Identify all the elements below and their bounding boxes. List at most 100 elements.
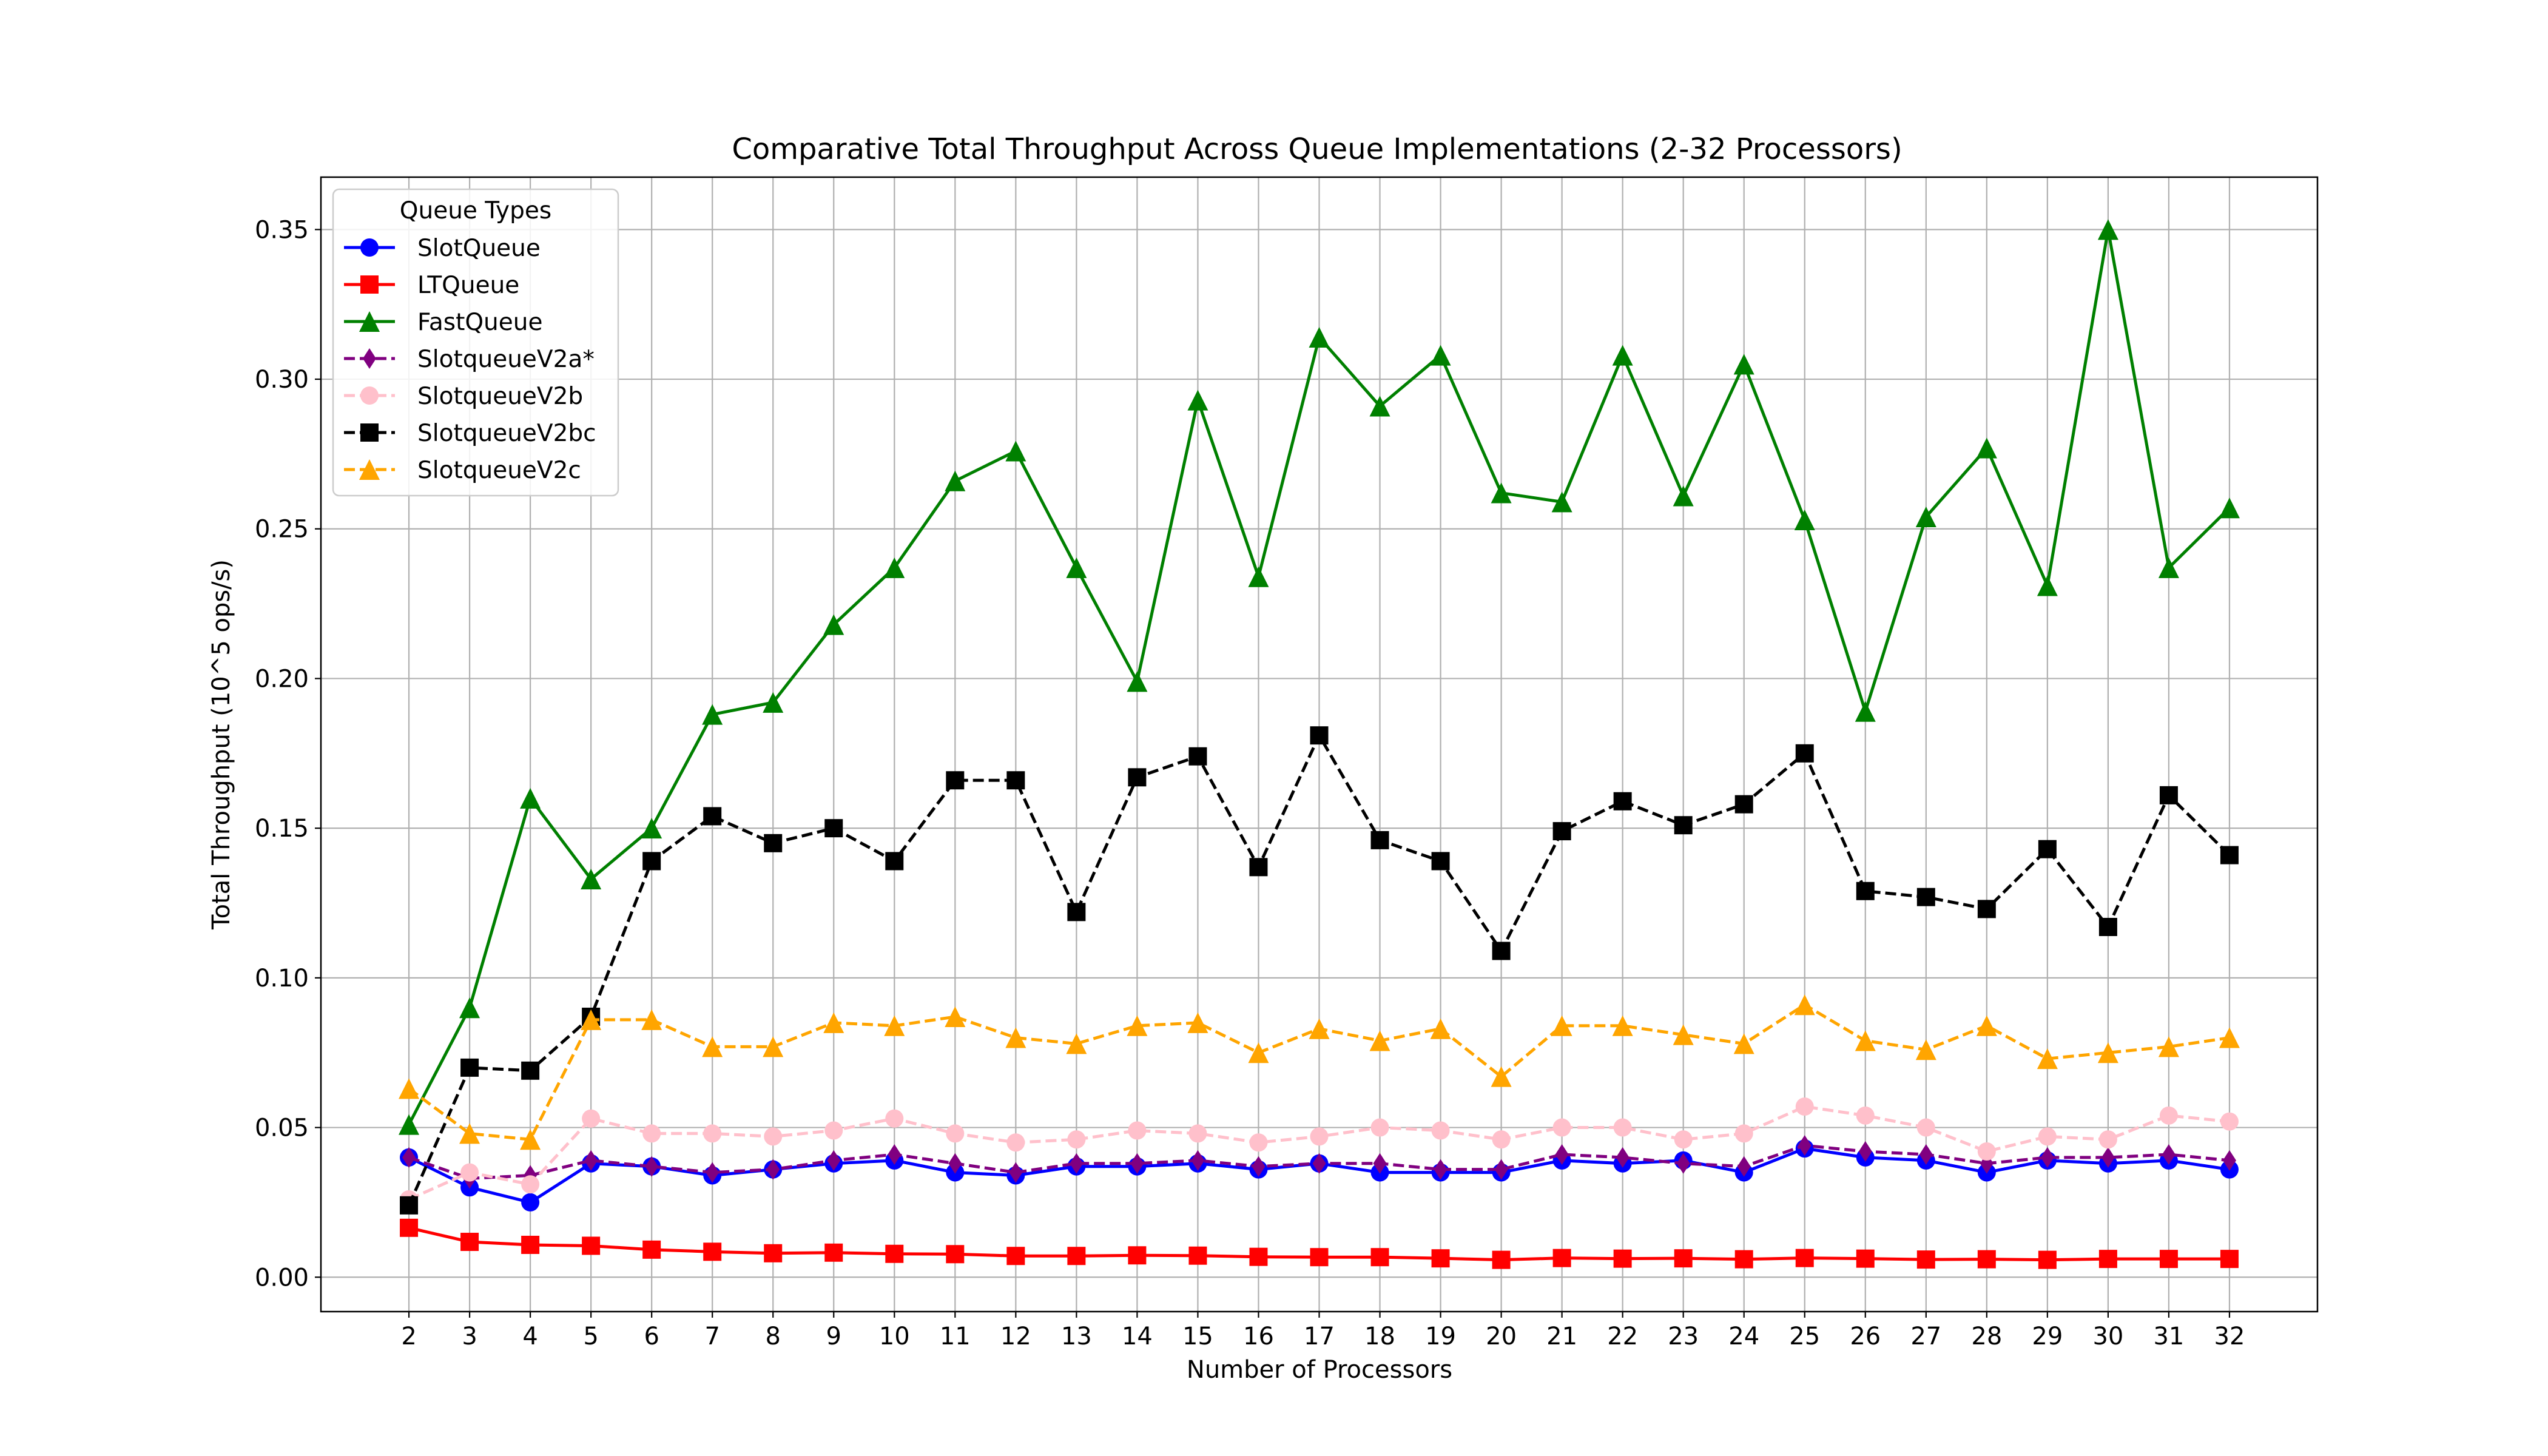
legend-entries: SlotQueue LTQueue FastQueue SlotqueueV2a* Sl… xyxy=(344,235,596,484)
data-point xyxy=(1977,1250,1996,1269)
data-point xyxy=(1492,1130,1511,1149)
x-tick-label: 12 xyxy=(1000,1323,1031,1350)
data-point xyxy=(1188,747,1207,766)
x-tick-label: 3 xyxy=(462,1323,477,1350)
legend-label: SlotqueueV2bc xyxy=(417,420,596,447)
data-point xyxy=(2219,497,2240,519)
data-point xyxy=(1734,1124,1753,1143)
data-point xyxy=(1976,1015,1997,1036)
data-point xyxy=(1252,1156,1266,1177)
x-tick-label: 23 xyxy=(1668,1323,1699,1350)
data-point xyxy=(884,1015,905,1036)
legend-label: SlotqueueV2c xyxy=(417,457,581,484)
data-point xyxy=(2101,1147,2115,1168)
data-point xyxy=(1249,858,1268,877)
x-tick-label: 25 xyxy=(1789,1323,1820,1350)
data-point xyxy=(1919,1144,1933,1165)
legend-marker xyxy=(360,386,379,405)
data-point xyxy=(703,1242,722,1261)
data-point xyxy=(703,1124,722,1143)
data-point xyxy=(1491,482,1512,504)
data-point xyxy=(1794,994,1815,1016)
data-point xyxy=(1552,822,1571,841)
data-point xyxy=(1127,671,1148,692)
data-point xyxy=(823,614,844,635)
data-point xyxy=(2159,1250,2178,1269)
x-tick-label: 30 xyxy=(2092,1323,2123,1350)
data-point xyxy=(1370,831,1389,849)
y-tick-label: 0.30 xyxy=(255,366,309,394)
x-tick-label: 6 xyxy=(644,1323,659,1350)
data-point xyxy=(521,1175,540,1194)
data-point xyxy=(1431,1121,1450,1140)
legend-entry: SlotqueueV2c xyxy=(344,457,581,484)
data-point xyxy=(763,1036,784,1057)
data-point xyxy=(399,1078,420,1099)
data-point xyxy=(1855,1030,1876,1051)
legend-marker xyxy=(359,459,380,480)
data-point xyxy=(2038,1250,2057,1269)
data-point xyxy=(946,1245,965,1264)
x-tick-label: 26 xyxy=(1850,1323,1881,1350)
data-point xyxy=(1492,942,1511,960)
data-point xyxy=(521,1193,540,1212)
x-tick-label: 11 xyxy=(940,1323,971,1350)
y-tick-label: 0.25 xyxy=(255,516,309,544)
legend-label: FastQueue xyxy=(417,309,542,336)
data-point xyxy=(1494,1159,1508,1180)
x-tick-label: 21 xyxy=(1546,1323,1577,1350)
data-point xyxy=(1310,1127,1329,1146)
x-tick-label: 16 xyxy=(1243,1323,1274,1350)
axis-ticks: 2 3 4 5 6 7 8 9 10 11 12 13 14 15 16 17 18 19 20 21 22 23 24 25… xyxy=(255,216,2245,1350)
data-point xyxy=(1734,795,1753,814)
data-point xyxy=(1616,1147,1630,1168)
data-point xyxy=(400,1218,419,1237)
data-point xyxy=(945,470,966,491)
data-point xyxy=(1795,1097,1814,1116)
legend-entry: SlotqueueV2a* xyxy=(344,346,595,373)
data-point xyxy=(1674,816,1693,835)
x-tick-label: 4 xyxy=(522,1323,538,1350)
data-point xyxy=(1794,509,1815,530)
x-tick-label: 20 xyxy=(1486,1323,1517,1350)
data-point xyxy=(2097,219,2118,240)
data-point xyxy=(581,869,602,890)
data-point xyxy=(2219,1027,2240,1048)
data-point xyxy=(1309,1018,1330,1039)
data-point xyxy=(1674,1130,1693,1149)
y-tick-label: 0.10 xyxy=(255,965,309,993)
data-point xyxy=(1977,900,1996,918)
data-point xyxy=(2037,575,2058,596)
y-tick-label: 0.35 xyxy=(255,216,309,244)
legend-entry: SlotQueue xyxy=(344,235,541,262)
data-point xyxy=(764,1244,783,1262)
data-point xyxy=(1006,1247,1025,1266)
data-point xyxy=(824,1243,843,1262)
data-point xyxy=(1005,1027,1026,1048)
data-point xyxy=(1066,557,1087,578)
data-point xyxy=(1128,768,1147,787)
data-point xyxy=(885,1244,904,1263)
data-point xyxy=(2159,1106,2178,1125)
data-point xyxy=(948,1153,962,1174)
x-tick-label: 22 xyxy=(1607,1323,1638,1350)
x-tick-label: 7 xyxy=(704,1323,720,1350)
legend-title: Queue Types xyxy=(400,197,551,224)
data-point xyxy=(642,1124,661,1143)
data-point xyxy=(1976,437,1997,459)
data-point xyxy=(1434,1159,1448,1180)
data-point xyxy=(2222,1150,2236,1171)
data-point xyxy=(2220,1250,2239,1269)
data-point xyxy=(1492,1250,1511,1269)
data-point xyxy=(706,1162,720,1183)
data-point xyxy=(1373,1153,1387,1174)
x-tick-label: 10 xyxy=(879,1323,910,1350)
x-tick-label: 24 xyxy=(1728,1323,1759,1350)
data-point xyxy=(460,1163,479,1182)
x-tick-label: 17 xyxy=(1304,1323,1335,1350)
data-point xyxy=(702,704,723,725)
data-point xyxy=(1130,1153,1144,1174)
legend: Queue Types SlotQueueLTQueueFastQueueSlo… xyxy=(332,188,619,497)
data-point xyxy=(1187,1012,1208,1033)
